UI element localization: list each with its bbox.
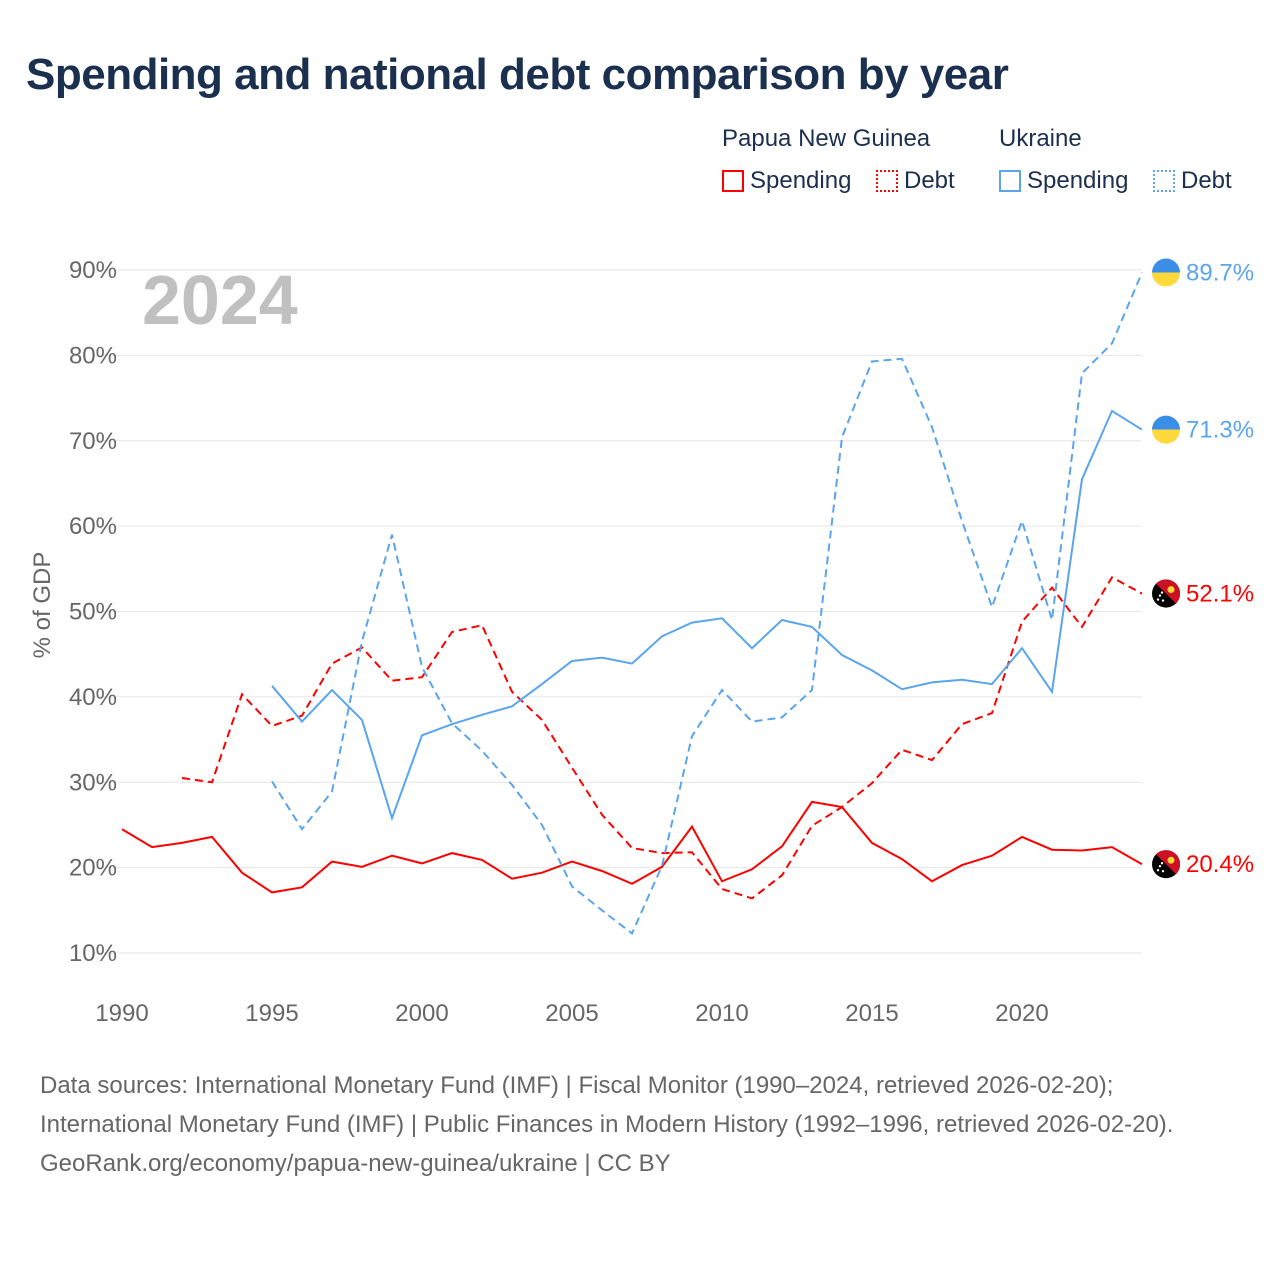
y-tick-label: 20% <box>69 855 117 882</box>
y-tick-label: 50% <box>69 599 117 626</box>
legend-label: Debt <box>1181 167 1232 194</box>
papua-new-guinea-flag-icon <box>1152 850 1181 879</box>
x-tick-label: 2015 <box>845 1000 898 1027</box>
y-tick-label: 70% <box>69 428 117 455</box>
papua-new-guinea-flag-icon <box>1152 579 1181 608</box>
x-tick-label: 2020 <box>995 1000 1048 1027</box>
x-tick-label: 1990 <box>95 1000 148 1027</box>
series-line-papua-new-guinea-debt[interactable] <box>181 575 1143 900</box>
ukraine-flag-icon <box>1152 258 1181 287</box>
ukraine-flag-icon <box>1152 415 1181 444</box>
legend-png-spending[interactable]: Spending <box>722 167 851 195</box>
x-tick-label: 2010 <box>695 1000 748 1027</box>
y-tick-label: 60% <box>69 513 117 540</box>
solid-line-swatch-icon <box>999 170 1021 192</box>
series-line-ukraine-spending[interactable] <box>271 409 1143 822</box>
credit-link[interactable]: GeoRank.org/economy/papua-new-guinea/ukr… <box>40 1150 671 1177</box>
end-value-label: 20.4% <box>1186 851 1254 878</box>
x-tick-label: 1995 <box>245 1000 298 1027</box>
legend-ukraine-debt[interactable]: Debt <box>1153 167 1232 195</box>
end-value-label: 71.3% <box>1186 417 1254 444</box>
y-tick-label: 40% <box>69 684 117 711</box>
legend-label: Debt <box>904 167 955 194</box>
series-line-ukraine-debt[interactable] <box>271 272 1143 935</box>
y-axis-label: % of GDP <box>29 552 56 659</box>
dotted-line-swatch-icon <box>876 170 898 192</box>
x-tick-label: 2005 <box>545 1000 598 1027</box>
year-watermark: 2024 <box>142 261 298 339</box>
series-line-papua-new-guinea-spending[interactable] <box>121 800 1143 894</box>
legend-png-debt[interactable]: Debt <box>876 167 955 195</box>
legend-label: Spending <box>750 167 852 194</box>
end-value-label: 89.7% <box>1186 260 1254 287</box>
x-tick-label: 2000 <box>395 1000 448 1027</box>
legend-group-png: Papua New Guinea <box>722 125 931 152</box>
y-tick-label: 90% <box>69 257 117 284</box>
data-sources: Data sources: International Monetary Fun… <box>40 1072 1174 1138</box>
legend-ukraine-spending[interactable]: Spending <box>999 167 1128 195</box>
solid-line-swatch-icon <box>722 170 744 192</box>
line-chart: 2024 % of GDP 10% 20% 30% 40% 50% 60% 70% 80% 90… <box>29 257 1254 1027</box>
end-value-label: 52.1% <box>1186 581 1254 608</box>
legend-group-ukraine: Ukraine <box>999 125 1082 152</box>
legend-label: Spending <box>1027 167 1129 194</box>
y-tick-label: 10% <box>69 940 117 967</box>
chart-title: Spending and national debt comparison by… <box>26 50 1009 99</box>
y-tick-label: 30% <box>69 769 117 796</box>
dotted-line-swatch-icon <box>1153 170 1175 192</box>
y-tick-label: 80% <box>69 342 117 369</box>
footer: Data sources: International Monetary Fun… <box>40 1066 1240 1183</box>
